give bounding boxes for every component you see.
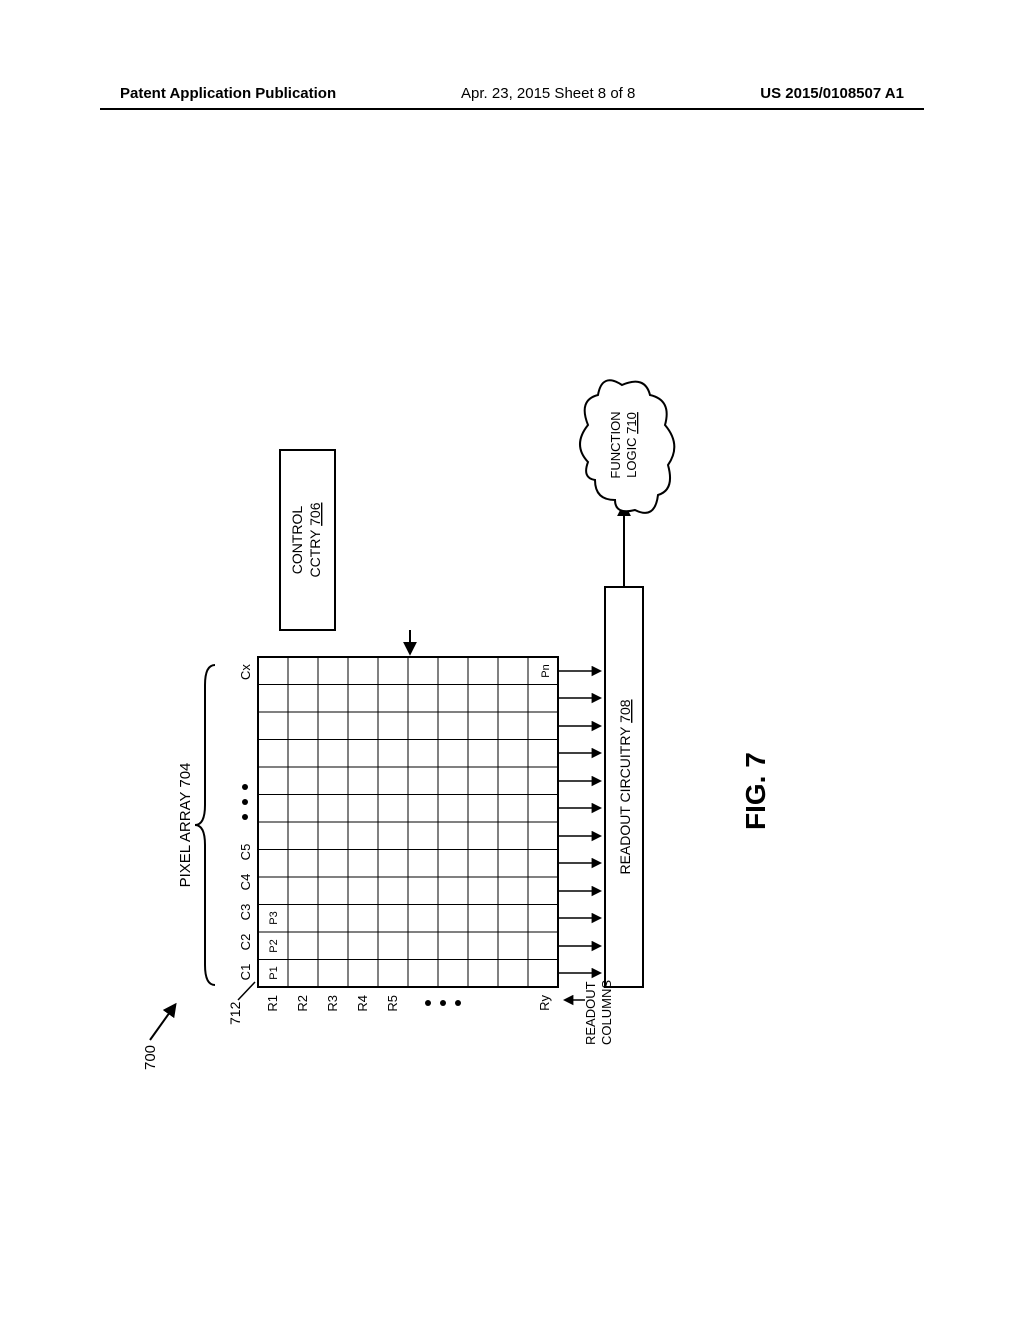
c1: C1	[238, 964, 253, 981]
cx: Cx	[238, 664, 253, 680]
r1: R1	[265, 995, 280, 1012]
p3: P3	[268, 911, 280, 924]
r5: R5	[385, 995, 400, 1012]
block-diagram: 700 PIXEL ARRAY 704 712	[100, 200, 900, 1100]
control-line2: CCTRY 706	[307, 502, 323, 577]
pixel-grid-l	[258, 657, 558, 987]
p1: P1	[268, 966, 280, 979]
r3: R3	[325, 995, 340, 1012]
c3: C3	[238, 904, 253, 921]
function-line1: FUNCTION	[608, 411, 623, 478]
pixel-array-label-l: PIXEL ARRAY 704	[177, 763, 194, 888]
header-center: Apr. 23, 2015 Sheet 8 of 8	[461, 85, 635, 102]
ry: Ry	[537, 995, 552, 1011]
header-left: Patent Application Publication	[120, 85, 336, 102]
function-line2: LOGIC 710	[624, 412, 639, 478]
r4: R4	[355, 995, 370, 1012]
c4: C4	[238, 874, 253, 891]
ref-712-l: 712	[227, 1001, 243, 1025]
c2: C2	[238, 934, 253, 951]
readout-cols-2: COLUMNS	[599, 980, 614, 1045]
pn: Pn	[540, 664, 552, 677]
p2: P2	[268, 939, 280, 952]
r2: R2	[295, 995, 310, 1012]
c5: C5	[238, 844, 253, 861]
readout-text: READOUT CIRCUITRY 708	[617, 699, 633, 874]
ref-700-l: 700	[142, 1045, 159, 1070]
col-arrows	[558, 671, 600, 973]
header-right: US 2015/0108507 A1	[760, 85, 904, 102]
header-rule	[100, 108, 924, 110]
readout-cols-1: READOUT	[583, 981, 598, 1045]
control-line1: CONTROL	[289, 506, 305, 575]
function-logic-cloud: FUNCTION LOGIC 710	[580, 380, 674, 513]
